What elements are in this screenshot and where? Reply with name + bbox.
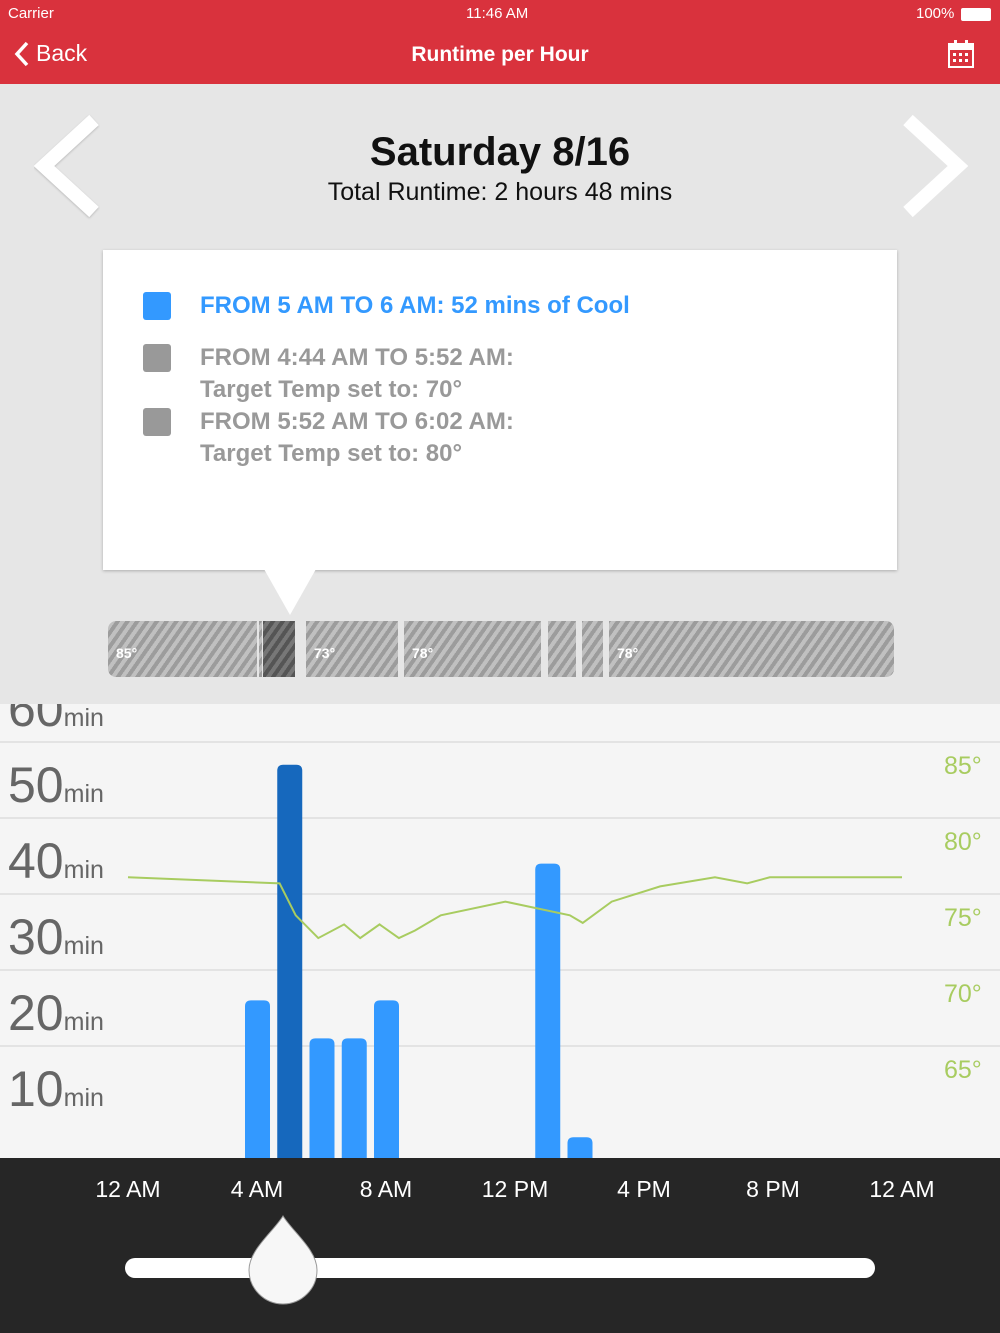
timeline-segment[interactable]: 78° <box>404 621 541 677</box>
temperature-line <box>127 876 902 940</box>
y-right-tick-label: 75° <box>944 904 982 932</box>
clock: 11:46 AM <box>466 5 529 22</box>
runtime-bar <box>567 1137 593 1159</box>
setpoint-swatch <box>143 344 171 372</box>
popup-pointer <box>264 569 316 615</box>
popup-item-detail: Target Temp set to: 70° <box>200 376 463 403</box>
chart-canvas: 10min 20min 30min 40min 50min 60min 65° 70° 75° 8… <box>0 665 1000 1159</box>
time-slider-thumb[interactable] <box>243 1212 323 1312</box>
nav-bar: Back Runtime per Hour <box>0 28 1000 84</box>
popup-item-text: FROM 4:44 AM TO 5:52 AM: <box>200 344 514 371</box>
status-bar: Carrier 11:46 AM 100% <box>0 0 1000 28</box>
runtime-bar <box>309 1038 335 1159</box>
y-tick-label: 40min <box>8 833 104 889</box>
x-tick-label: 4 AM <box>230 1176 284 1202</box>
calendar-icon[interactable] <box>948 40 974 68</box>
popup-item: FROM 5 AM TO 6 AM: 52 mins of Cool <box>143 290 630 322</box>
popup-item-text: FROM 5 AM TO 6 AM: 52 mins of Cool <box>200 292 630 319</box>
y-tick-label: 10min <box>8 1061 104 1117</box>
chevron-left-icon <box>14 41 29 66</box>
time-slider-track[interactable] <box>125 1258 875 1278</box>
timeline-segment[interactable]: 78° <box>609 621 894 677</box>
total-runtime: Total Runtime: 2 hours 48 mins <box>327 178 673 206</box>
runtime-chart: 10min 20min 30min 40min 50min 60min 65° 70° 75° 8… <box>0 665 1000 1159</box>
back-label: Back <box>36 40 88 66</box>
page-title: Runtime per Hour <box>411 43 589 66</box>
carrier: Carrier <box>8 5 54 22</box>
x-tick-label: 4 PM <box>617 1176 671 1202</box>
popup-item-text: FROM 5:52 AM TO 6:02 AM: <box>200 408 514 435</box>
popup-item: FROM 5:52 AM TO 6:02 AM: Target Temp set… <box>143 406 514 470</box>
battery-level: 100% <box>916 5 955 22</box>
next-day-button[interactable] <box>898 112 968 222</box>
runtime-bar <box>245 1000 270 1159</box>
y-right-tick-label: 80° <box>944 828 982 856</box>
time-scrubber-panel <box>0 1158 1000 1333</box>
x-tick-label: 12 AM <box>869 1176 935 1202</box>
y-tick-label: 30min <box>8 909 104 965</box>
back-button[interactable]: Back <box>14 40 87 67</box>
y-tick-label: 20min <box>8 985 104 1041</box>
popup-item-detail: Target Temp set to: 80° <box>200 440 463 467</box>
runtime-bar <box>277 764 303 1159</box>
y-right-tick-label: 70° <box>944 980 982 1008</box>
x-tick-label: 8 AM <box>359 1176 413 1202</box>
runtime-bar <box>374 1000 399 1159</box>
timeline-segment[interactable]: 73° <box>306 621 398 677</box>
battery-icon <box>961 8 991 21</box>
popup-item: FROM 4:44 AM TO 5:52 AM: Target Temp set… <box>143 342 514 406</box>
y-tick-label: 50min <box>8 757 104 813</box>
y-right-tick-label: 85° <box>944 752 982 780</box>
y-tick-label: 60min <box>8 704 104 737</box>
x-tick-label: 8 PM <box>746 1176 800 1202</box>
day-title: Saturday 8/16 <box>369 130 631 174</box>
timeline-segment[interactable]: 85° <box>108 621 257 677</box>
x-tick-label: 12 PM <box>481 1176 549 1202</box>
runtime-bar <box>341 1038 367 1159</box>
previous-day-button[interactable] <box>34 112 104 222</box>
timeline-segment-selected[interactable] <box>263 621 295 677</box>
timeline-segment[interactable] <box>582 621 603 677</box>
timeline-segment[interactable] <box>259 621 262 677</box>
y-right-tick-label: 65° <box>944 1056 982 1084</box>
details-popup: FROM 5 AM TO 6 AM: 52 mins of Cool FROM … <box>103 250 897 570</box>
runtime-bar <box>535 863 561 1159</box>
cool-legend-swatch <box>143 292 171 320</box>
timeline-segment[interactable] <box>548 621 576 677</box>
setpoint-swatch <box>143 408 171 436</box>
x-tick-label: 12 AM <box>95 1176 161 1202</box>
